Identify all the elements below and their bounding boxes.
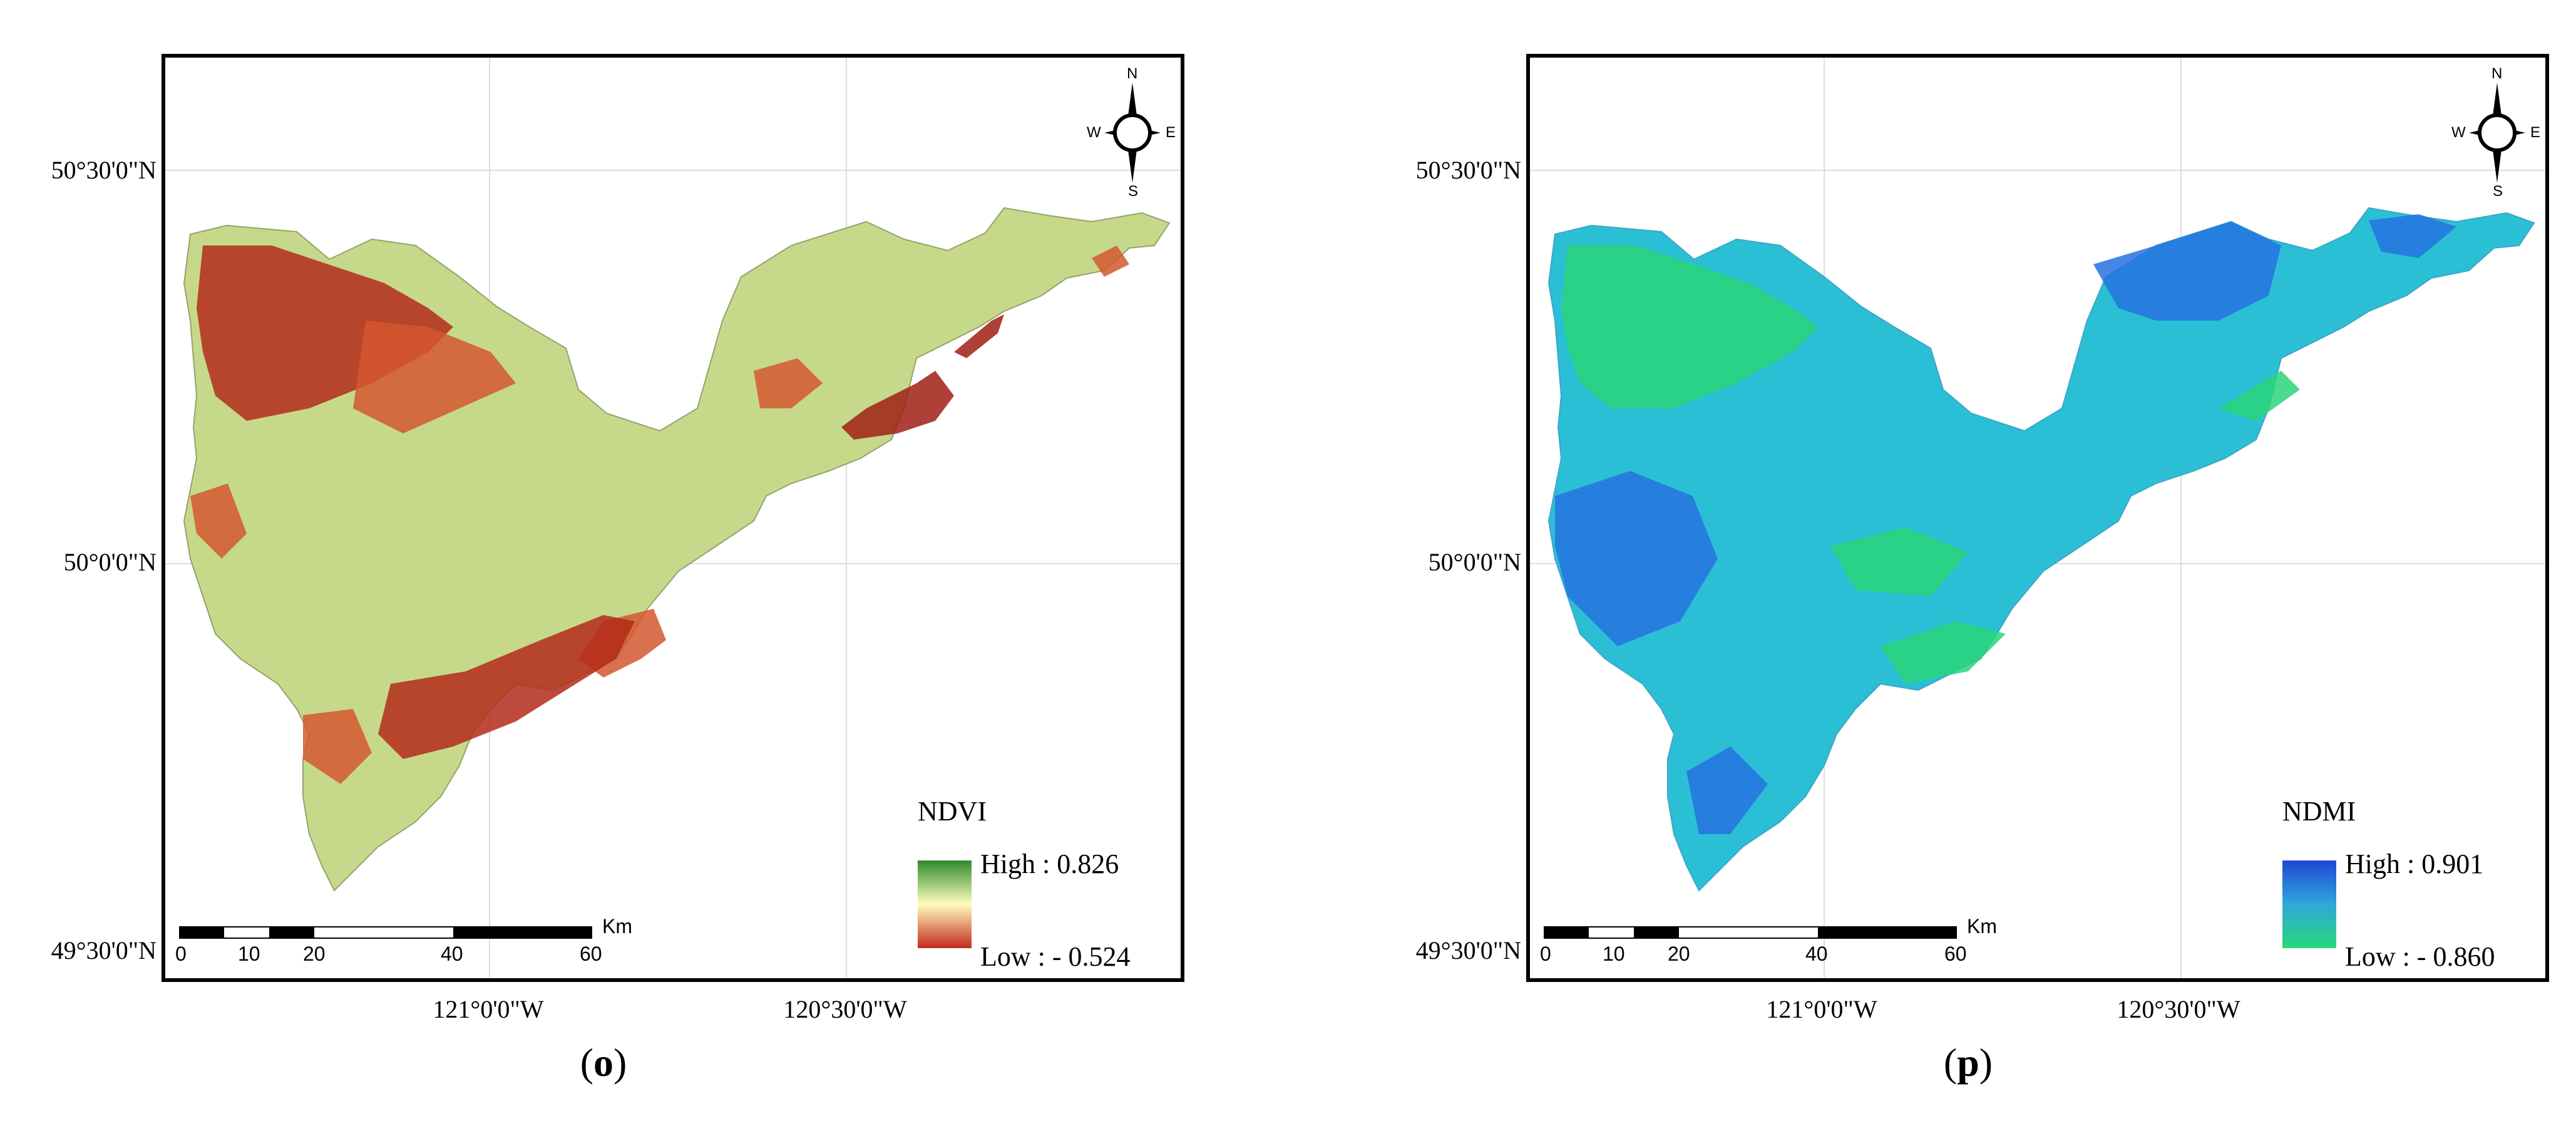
compass: N S W E (1087, 65, 1176, 200)
lat-label-50-30: 50°30'0"N (1415, 156, 1521, 184)
compass-n: N (1127, 65, 1138, 82)
scale-tick-10: 10 (1603, 943, 1625, 965)
lon-label-121: 121°0'0"W (1766, 995, 1877, 1023)
compass-w: W (2451, 124, 2466, 141)
legend-high: High : 0.826 (980, 849, 1119, 879)
lon-label-120-30: 120°30'0"W (783, 995, 907, 1023)
scale-tick-20: 20 (1668, 943, 1690, 965)
lat-label-49-30: 49°30'0"N (51, 936, 157, 964)
legend-title: NDVI (918, 796, 987, 827)
scale-unit: Km (602, 915, 632, 938)
scale-tick-0: 0 (175, 943, 187, 965)
scale-bar: 0 10 20 40 60 Km (175, 915, 632, 976)
lat-label-49-30: 49°30'0"N (1415, 936, 1521, 964)
scale-unit: Km (1967, 915, 1997, 938)
legend-color-ramp (918, 860, 972, 948)
scale-tick-0: 0 (1540, 943, 1551, 965)
panel-caption: (o) (580, 1040, 627, 1085)
ndmi-patches (1555, 214, 2456, 834)
scale-tick-60: 60 (580, 943, 602, 965)
panel-caption: (p) (1943, 1040, 1993, 1085)
scale-tick-40: 40 (1805, 943, 1828, 965)
compass-w: W (1087, 124, 1101, 141)
lat-label-50-0: 50°0'0"N (1428, 548, 1521, 576)
lat-label-50-30: 50°30'0"N (51, 156, 157, 184)
legend-title: NDMI (2282, 796, 2356, 827)
map-canvas (1530, 58, 2545, 978)
legend-low: Low : - 0.860 (2345, 941, 2495, 972)
map-frame: N S W E NDVI High : 0.826 Low : - 0.524 … (162, 54, 1184, 982)
compass-s: S (2493, 183, 2503, 200)
compass-e: E (2530, 124, 2541, 141)
scale-bar: 0 10 20 40 60 Km (1540, 915, 1997, 976)
study-region (1547, 207, 2535, 892)
compass-n: N (2491, 65, 2503, 82)
scale-tick-40: 40 (441, 943, 463, 965)
lat-label-50-0: 50°0'0"N (63, 548, 157, 576)
map-canvas (165, 58, 1181, 978)
map-frame: N S W E NDMI High : 0.901 Low : - 0.860 … (1526, 54, 2549, 982)
map-panel-ndvi: N S W E NDVI High : 0.826 Low : - 0.524 … (51, 54, 1184, 1085)
lon-label-121: 121°0'0"W (433, 995, 544, 1023)
scale-tick-20: 20 (303, 943, 326, 965)
scale-tick-60: 60 (1944, 943, 1967, 965)
lon-label-120-30: 120°30'0"W (2117, 995, 2240, 1023)
compass-e: E (1166, 124, 1176, 141)
compass-s: S (1128, 183, 1139, 200)
legend-color-ramp (2282, 860, 2336, 948)
ndvi-low-patches (190, 245, 1129, 784)
legend-high: High : 0.901 (2345, 849, 2484, 879)
map-panel-ndmi: N S W E NDMI High : 0.901 Low : - 0.860 … (1365, 0, 2576, 1121)
scale-tick-10: 10 (238, 943, 260, 965)
legend-low: Low : - 0.524 (980, 941, 1131, 972)
compass: N S W E (2451, 65, 2541, 200)
